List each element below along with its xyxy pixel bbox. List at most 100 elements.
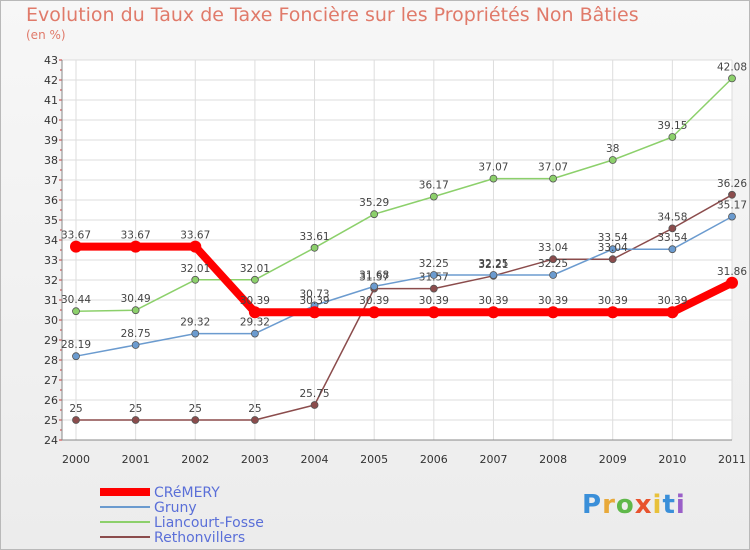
y-tick-label: 37 (44, 174, 58, 187)
data-label-Gruny: 32.25 (478, 258, 508, 270)
data-point-CRéMERY (606, 306, 619, 319)
data-point-Rethonvillers (131, 416, 140, 424)
y-tick-label: 32 (44, 274, 58, 287)
data-label-CRéMERY: 33.67 (61, 230, 91, 242)
data-label-Rethonvillers: 25 (189, 403, 202, 415)
y-tick-label: 35 (44, 214, 58, 227)
legend-label-Liancourt-Fosse: Liancourt-Fosse (154, 515, 264, 531)
data-label-CRéMERY: 30.39 (657, 295, 687, 307)
data-point-Gruny (489, 271, 498, 279)
y-tick-label: 38 (44, 154, 58, 167)
data-label-Rethonvillers: 33.04 (538, 242, 568, 254)
data-label-Rethonvillers: 33.04 (598, 242, 628, 254)
data-point-Gruny (608, 245, 617, 254)
data-label-Liancourt-Fosse: 42.08 (717, 61, 747, 73)
data-point-Gruny (72, 352, 80, 361)
legend-label-Gruny: Gruny (154, 500, 197, 516)
data-label-CRéMERY: 30.39 (359, 295, 389, 307)
data-label-Liancourt-Fosse: 30.49 (121, 293, 151, 305)
data-point-Liancourt-Fosse (310, 243, 319, 252)
data-point-CRéMERY (308, 306, 321, 319)
data-point-Liancourt-Fosse (191, 275, 200, 284)
x-tick-label: 2006 (420, 453, 448, 466)
x-tick-label: 2008 (539, 453, 567, 466)
y-tick-label: 26 (44, 394, 58, 407)
data-point-Liancourt-Fosse (489, 174, 498, 183)
data-point-CRéMERY (487, 306, 500, 319)
data-label-CRéMERY: 30.39 (478, 295, 508, 307)
data-label-Gruny: 29.32 (240, 317, 270, 329)
data-point-CRéMERY (70, 240, 82, 253)
data-point-Liancourt-Fosse (608, 156, 617, 164)
data-label-Gruny: 29.32 (180, 317, 210, 329)
data-label-CRéMERY: 30.39 (598, 295, 628, 307)
data-point-CRéMERY (666, 306, 679, 319)
y-tick-label: 27 (44, 374, 58, 387)
y-tick-label: 42 (44, 74, 58, 87)
data-label-Liancourt-Fosse: 30.44 (61, 294, 91, 306)
x-tick-label: 2004 (301, 453, 329, 466)
data-point-Liancourt-Fosse (251, 275, 259, 284)
y-tick-label: 43 (44, 54, 58, 67)
data-point-Liancourt-Fosse (72, 307, 80, 316)
data-point-Rethonvillers (668, 224, 677, 233)
data-point-Gruny (668, 245, 677, 254)
y-tick-label: 24 (44, 434, 58, 447)
series-line-Gruny (75, 215, 733, 357)
data-label-Gruny: 30.73 (300, 288, 330, 300)
series-layer (70, 74, 738, 424)
data-point-CRéMERY (189, 240, 202, 253)
y-tick-label: 36 (44, 194, 58, 207)
data-point-CRéMERY (726, 276, 738, 289)
data-point-CRéMERY (547, 306, 560, 319)
data-label-Gruny: 33.54 (657, 232, 687, 244)
data-point-CRéMERY (129, 240, 142, 253)
x-tick-label: 2005 (360, 453, 388, 466)
data-label-Liancourt-Fosse: 36.17 (419, 180, 449, 192)
data-label-Gruny: 32.25 (538, 258, 568, 270)
data-point-Gruny (370, 282, 379, 291)
x-tick-label: 2000 (62, 453, 90, 466)
y-tick-label: 41 (44, 94, 58, 107)
data-point-Gruny (251, 329, 259, 338)
data-label-Gruny: 28.19 (61, 339, 91, 351)
data-point-Liancourt-Fosse (370, 210, 379, 219)
data-point-Gruny (728, 212, 736, 221)
series-line-Liancourt-Fosse (75, 77, 733, 312)
y-tick-label: 31 (44, 294, 58, 307)
data-label-Rethonvillers: 32.21 (478, 259, 508, 271)
data-point-Liancourt-Fosse (668, 133, 677, 141)
data-label-Rethonvillers: 34.58 (657, 211, 687, 223)
data-label-Rethonvillers: 25 (129, 403, 142, 415)
y-tick-label: 29 (44, 334, 58, 347)
data-label-Gruny: 31.68 (359, 269, 389, 281)
data-point-Liancourt-Fosse (549, 174, 557, 183)
data-point-Gruny (131, 341, 140, 349)
data-label-Liancourt-Fosse: 38 (606, 143, 619, 155)
data-label-Liancourt-Fosse: 37.07 (478, 162, 508, 174)
data-label-Liancourt-Fosse: 37.07 (538, 162, 568, 174)
series-line-CRéMERY (72, 242, 736, 317)
y-tick-label: 25 (44, 414, 58, 427)
data-point-Gruny (549, 271, 557, 279)
data-point-Rethonvillers (728, 190, 736, 199)
data-label-Liancourt-Fosse: 32.01 (180, 263, 210, 275)
legend-label-CRéMERY: CRéMERY (154, 485, 220, 501)
data-label-CRéMERY: 33.67 (121, 230, 151, 242)
data-label-Rethonvillers: 25 (248, 403, 261, 415)
x-tick-label: 2003 (241, 453, 269, 466)
data-label-CRéMERY: 30.39 (300, 295, 330, 307)
data-label-Rethonvillers: 31.57 (359, 272, 389, 284)
chart-title: Evolution du Taux de Taxe Foncière sur l… (26, 4, 639, 26)
data-label-CRéMERY: 30.39 (240, 295, 270, 307)
chart-unit: (en %) (26, 28, 66, 42)
data-label-Gruny: 32.25 (419, 258, 449, 270)
data-label-Liancourt-Fosse: 33.61 (300, 231, 330, 243)
x-tick-label: 2010 (658, 453, 686, 466)
data-point-Rethonvillers (549, 255, 557, 264)
data-point-Rethonvillers (429, 284, 438, 293)
data-point-Rethonvillers (251, 416, 259, 424)
y-tick-label: 34 (44, 234, 58, 247)
